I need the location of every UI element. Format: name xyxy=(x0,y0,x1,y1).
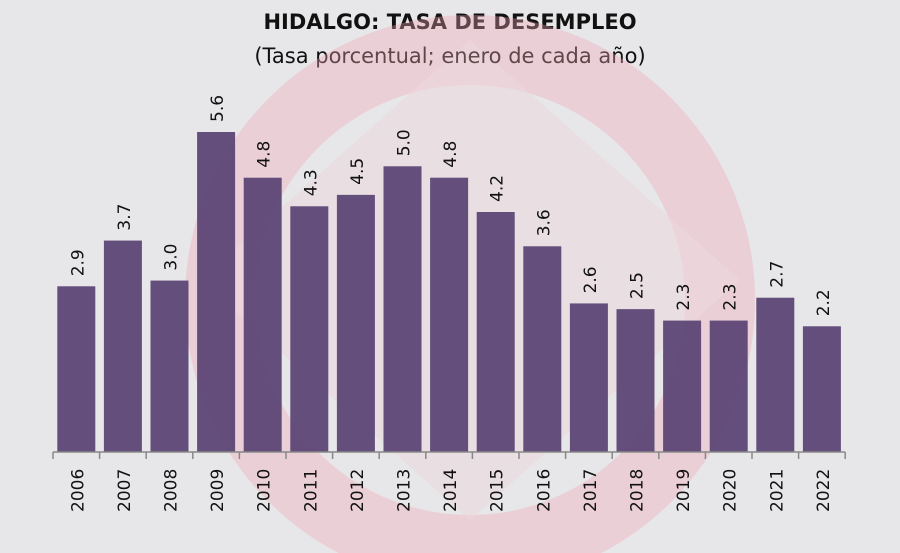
bar-2014 xyxy=(430,177,469,452)
data-label: 4.8 xyxy=(255,141,275,168)
data-label: 2.7 xyxy=(767,261,787,288)
bar-2017 xyxy=(569,303,608,452)
bar-2018 xyxy=(616,309,655,452)
bar-2019 xyxy=(663,320,702,452)
data-label: 2.3 xyxy=(721,284,741,311)
x-tick-label: 2020 xyxy=(721,469,741,512)
bar-2022 xyxy=(802,326,841,452)
data-label: 4.5 xyxy=(348,158,368,185)
x-tick-label: 2019 xyxy=(674,469,694,512)
bar-2009 xyxy=(197,132,236,452)
x-tick-label: 2014 xyxy=(441,469,461,512)
bar-2006 xyxy=(57,286,96,452)
bar-2011 xyxy=(290,206,329,452)
bar-2015 xyxy=(476,212,515,452)
x-tick-label: 2013 xyxy=(395,469,415,512)
bar-2016 xyxy=(523,246,562,452)
x-tick-label: 2011 xyxy=(301,469,321,512)
x-tick-label: 2012 xyxy=(348,469,368,512)
x-tick-label: 2010 xyxy=(255,469,275,512)
data-label: 4.3 xyxy=(301,169,321,196)
data-label: 4.8 xyxy=(441,141,461,168)
data-label: 2.2 xyxy=(814,289,834,316)
data-label: 5.6 xyxy=(208,95,228,122)
chart-subtitle: (Tasa porcentual; enero de cada año) xyxy=(254,44,646,68)
bar-2020 xyxy=(709,320,748,452)
data-label: 3.0 xyxy=(162,244,182,271)
bar-2007 xyxy=(103,240,142,452)
bar-2012 xyxy=(336,194,375,452)
bar-2021 xyxy=(756,297,795,452)
data-label: 2.6 xyxy=(581,266,601,293)
data-label: 4.2 xyxy=(488,175,508,202)
bar-2013 xyxy=(383,166,422,453)
data-label: 2.3 xyxy=(674,284,694,311)
bar-2008 xyxy=(150,280,189,452)
x-tick-label: 2017 xyxy=(581,469,601,512)
x-tick-label: 2015 xyxy=(488,469,508,512)
x-tick-label: 2008 xyxy=(162,469,182,512)
data-label: 3.6 xyxy=(534,209,554,236)
x-tick-label: 2021 xyxy=(767,469,787,512)
data-label: 3.7 xyxy=(115,204,135,231)
x-tick-label: 2006 xyxy=(68,469,88,512)
x-tick-label: 2016 xyxy=(534,469,554,512)
data-label: 2.9 xyxy=(68,249,88,276)
chart-title: HIDALGO: TASA DE DESEMPLEO xyxy=(263,10,637,34)
x-tick-label: 2018 xyxy=(628,469,648,512)
bar-2010 xyxy=(243,177,282,452)
data-label: 2.5 xyxy=(628,272,648,299)
x-tick-label: 2022 xyxy=(814,469,834,512)
x-tick-label: 2009 xyxy=(208,469,228,512)
data-label: 5.0 xyxy=(395,129,415,156)
x-tick-label: 2007 xyxy=(115,469,135,512)
